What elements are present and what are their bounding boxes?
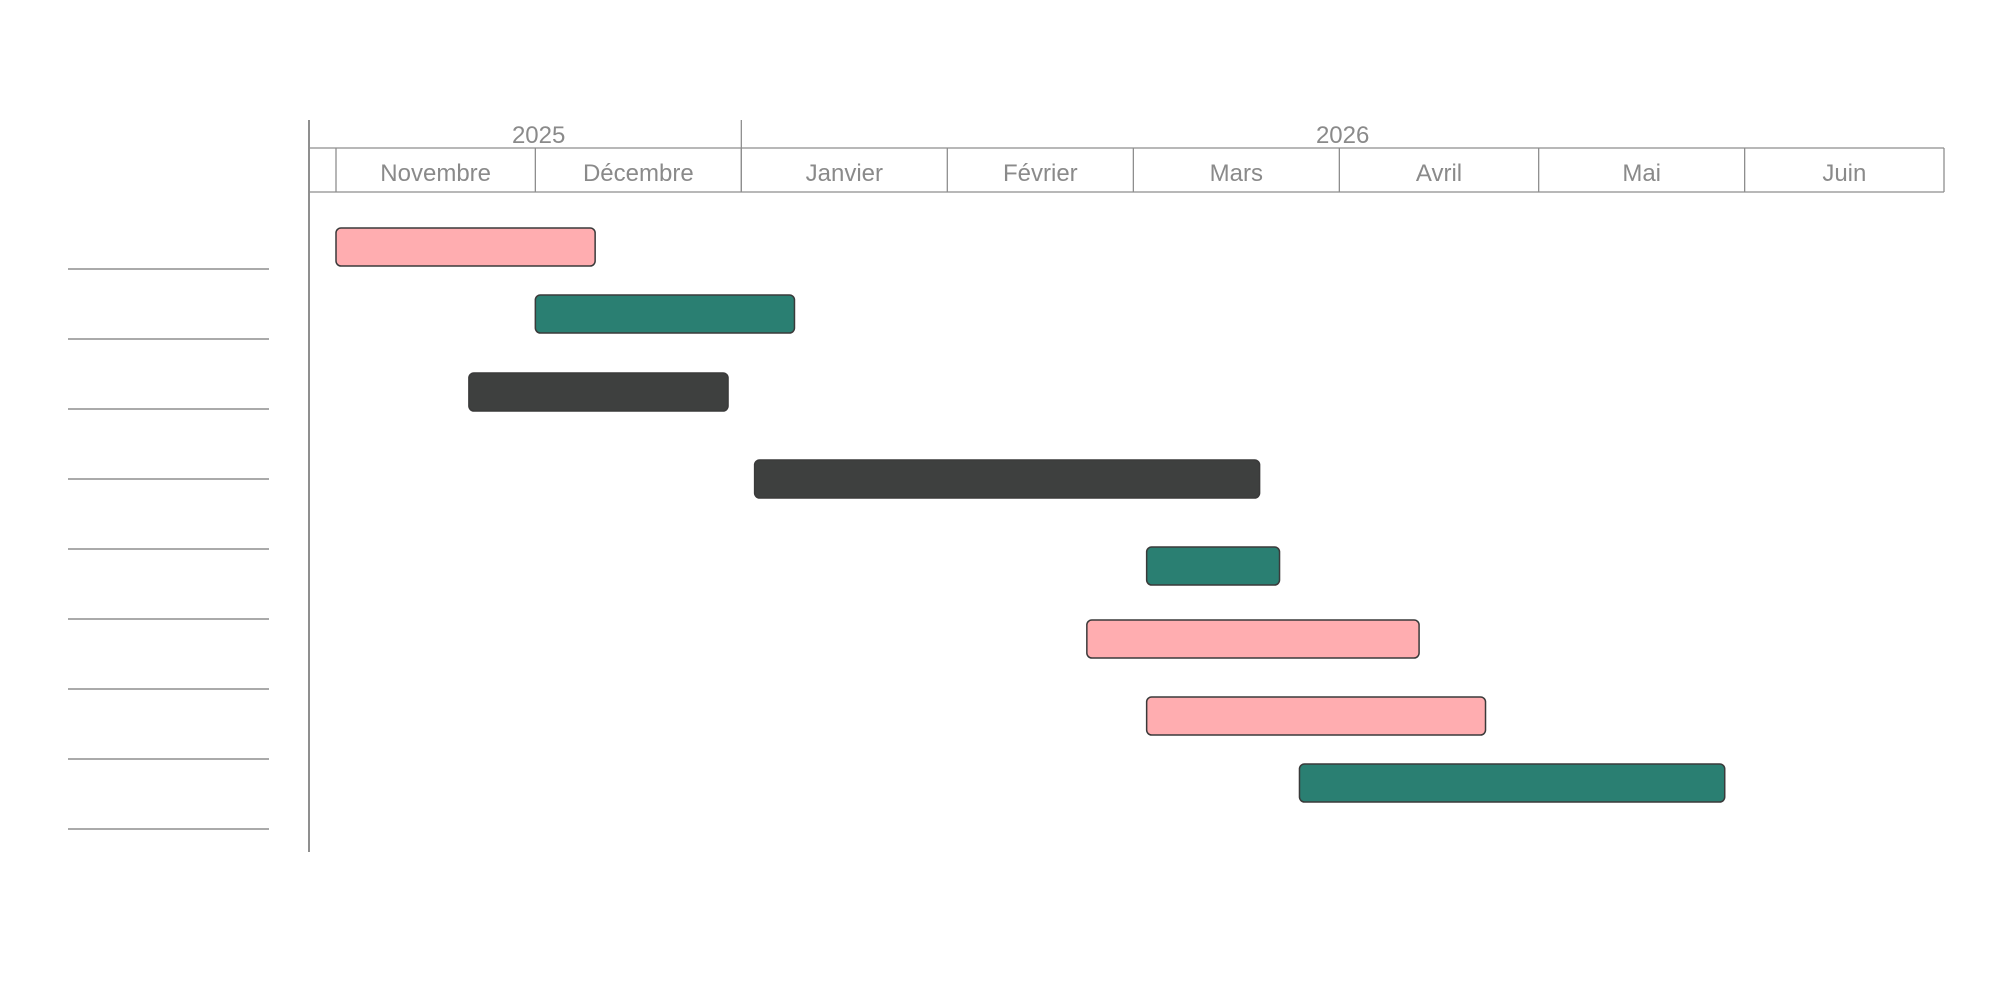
month-label-2: Décembre bbox=[583, 160, 694, 187]
task-bar-6[interactable] bbox=[1086, 619, 1420, 659]
timeline-grid bbox=[308, 120, 1945, 852]
task-bar-1[interactable] bbox=[335, 227, 596, 267]
task-bar-3[interactable] bbox=[468, 372, 729, 412]
task-bar-7[interactable] bbox=[1145, 696, 1487, 736]
timeline-header: 2025 2026 Novembre Décembre Janvier Février Ma… bbox=[380, 122, 1866, 187]
month-label-6: Avril bbox=[1416, 160, 1462, 187]
task-bars bbox=[335, 227, 1726, 803]
row-label-column bbox=[68, 268, 269, 830]
month-label-1: Novembre bbox=[380, 160, 491, 187]
month-label-8: Juin bbox=[1822, 160, 1866, 187]
month-label-4: Février bbox=[1003, 160, 1078, 187]
task-bar-4[interactable] bbox=[753, 459, 1261, 499]
year-label-2025: 2025 bbox=[512, 122, 565, 149]
month-label-5: Mars bbox=[1210, 160, 1263, 187]
task-bar-5[interactable] bbox=[1145, 546, 1281, 586]
month-label-7: Mai bbox=[1622, 160, 1661, 187]
month-label-3: Janvier bbox=[806, 160, 883, 187]
year-label-2026: 2026 bbox=[1316, 122, 1369, 149]
task-bar-8[interactable] bbox=[1298, 763, 1726, 803]
task-bar-2[interactable] bbox=[534, 294, 796, 334]
